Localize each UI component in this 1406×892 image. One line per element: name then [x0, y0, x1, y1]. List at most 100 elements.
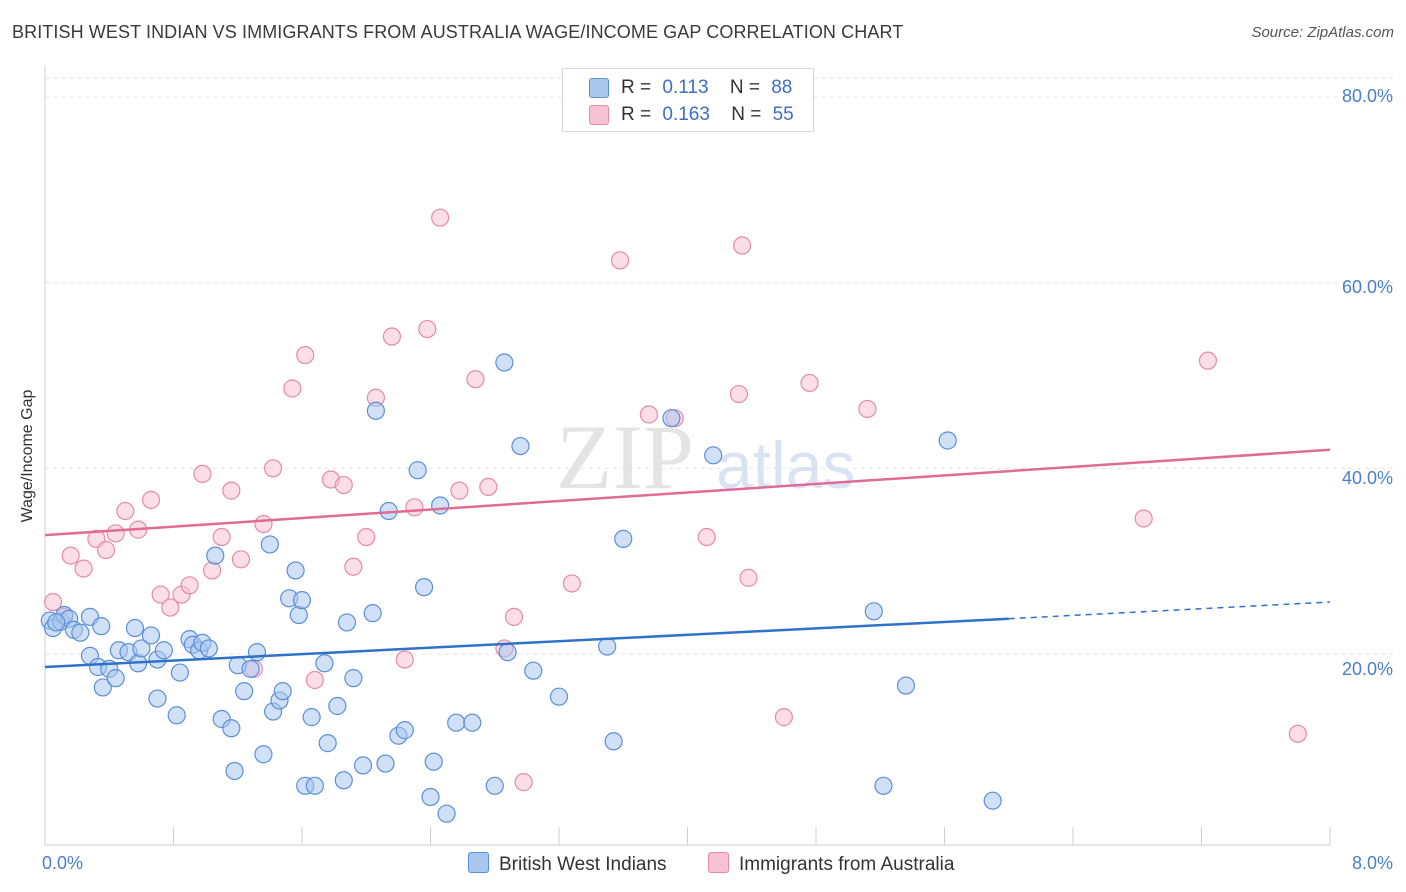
- series-legend: British West Indians Immigrants from Aus…: [0, 852, 1406, 878]
- data-point: [283, 379, 302, 398]
- data-point: [864, 602, 883, 621]
- chart-title: BRITISH WEST INDIAN VS IMMIGRANTS FROM A…: [12, 22, 904, 42]
- legend-n-value: 55: [772, 104, 794, 125]
- data-point: [106, 669, 125, 688]
- data-point: [151, 585, 170, 604]
- data-point: [116, 501, 135, 521]
- data-point: [47, 613, 66, 632]
- legend-item-pink: Immigrants from Australia: [708, 852, 954, 876]
- data-point: [344, 557, 363, 576]
- data-point: [305, 670, 324, 690]
- data-point: [222, 719, 241, 738]
- data-point: [318, 734, 337, 753]
- data-point: [93, 678, 112, 697]
- data-point: [549, 687, 569, 706]
- legend-n-value: 88: [771, 77, 793, 98]
- data-point: [466, 370, 485, 389]
- data-point: [395, 650, 414, 669]
- data-point: [328, 696, 347, 716]
- data-point: [92, 617, 111, 636]
- data-point: [167, 706, 186, 725]
- data-point: [289, 605, 308, 625]
- stats-legend: R = 0.113 N = 88 R = 0.163 N = 55: [562, 68, 814, 132]
- data-point: [43, 592, 63, 612]
- data-point: [938, 431, 957, 450]
- y-axis-title: Wage/Income Gap: [19, 389, 36, 523]
- data-point: [199, 639, 218, 658]
- data-point: [106, 524, 125, 543]
- data-point: [170, 663, 190, 682]
- data-point: [305, 776, 324, 795]
- data-point: [141, 490, 161, 509]
- y-tick-label: 20.0%: [1341, 659, 1393, 679]
- data-point: [231, 550, 251, 569]
- data-point: [562, 574, 581, 593]
- data-point: [260, 535, 279, 554]
- data-point: [286, 561, 305, 580]
- data-point: [296, 345, 315, 365]
- data-point: [273, 682, 292, 701]
- data-point: [614, 529, 633, 548]
- data-point: [1288, 724, 1307, 743]
- y-tick-label: 60.0%: [1341, 277, 1393, 297]
- data-point: [774, 708, 793, 727]
- data-point: [161, 598, 180, 617]
- x-tick-label: 0.0%: [42, 853, 84, 873]
- data-point: [800, 373, 819, 393]
- data-point: [524, 661, 543, 680]
- legend-r-label: R =: [621, 77, 652, 98]
- data-point: [222, 481, 241, 500]
- data-point: [132, 639, 151, 658]
- data-point: [154, 641, 173, 660]
- data-point: [357, 527, 376, 547]
- data-point: [292, 591, 312, 610]
- data-point: [263, 459, 283, 478]
- data-point: [639, 405, 659, 424]
- trend-line-pink: [44, 448, 1331, 537]
- watermark-atlas: atlas: [716, 428, 855, 502]
- data-point: [180, 576, 199, 595]
- data-point: [739, 568, 758, 587]
- data-point: [511, 436, 530, 456]
- data-point: [437, 804, 456, 823]
- trend-line-blue-extension: [1008, 601, 1331, 620]
- data-point: [74, 559, 93, 578]
- blue-swatch: [468, 852, 489, 873]
- legend-n-label: N =: [731, 104, 762, 125]
- data-point: [376, 754, 395, 773]
- legend-item-blue: British West Indians: [468, 852, 667, 876]
- data-point: [334, 475, 353, 495]
- data-point: [315, 654, 334, 673]
- data-point: [254, 745, 273, 764]
- blue-swatch: [589, 78, 609, 98]
- data-point: [463, 713, 482, 732]
- data-point: [431, 208, 450, 227]
- data-point: [141, 626, 161, 645]
- data-point: [514, 773, 533, 792]
- data-point: [193, 464, 212, 484]
- data-point: [414, 578, 434, 597]
- data-point: [418, 319, 437, 339]
- data-point: [504, 607, 524, 626]
- data-point: [1134, 509, 1153, 528]
- data-point: [344, 669, 363, 688]
- data-point: [408, 461, 427, 480]
- watermark: ZIP atlas: [556, 406, 855, 508]
- legend-n-label: N =: [729, 77, 760, 98]
- data-point: [125, 618, 145, 638]
- data-point: [896, 676, 916, 695]
- gridlines: [45, 77, 1393, 655]
- axes: [44, 66, 1331, 846]
- pink-swatch: [589, 105, 609, 125]
- data-point: [610, 251, 630, 270]
- data-point: [733, 236, 752, 255]
- data-point: [405, 498, 424, 517]
- data-point: [254, 514, 273, 534]
- y-tick-label: 40.0%: [1341, 468, 1393, 488]
- data-point: [662, 409, 681, 428]
- data-point: [334, 771, 353, 790]
- data-point: [697, 527, 716, 547]
- data-point: [447, 713, 466, 732]
- data-point: [479, 477, 498, 496]
